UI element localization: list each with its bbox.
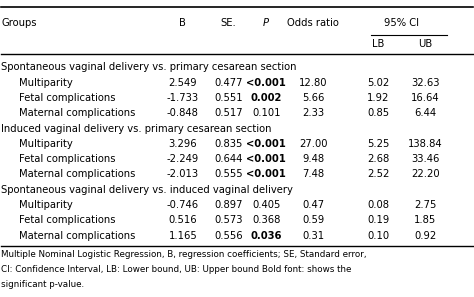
Text: 7.48: 7.48	[302, 170, 324, 179]
Text: Fetal complications: Fetal complications	[19, 154, 116, 164]
Text: Multiple Nominal Logistic Regression, B, regression coefficients; SE, Standard e: Multiple Nominal Logistic Regression, B,…	[1, 250, 367, 259]
Text: 2.68: 2.68	[367, 154, 390, 164]
Text: Multiparity: Multiparity	[19, 200, 73, 210]
Text: 0.59: 0.59	[302, 215, 325, 225]
Text: 0.551: 0.551	[214, 93, 243, 103]
Text: P: P	[263, 18, 269, 29]
Text: 9.48: 9.48	[302, 154, 324, 164]
Text: Fetal complications: Fetal complications	[19, 215, 116, 225]
Text: Groups: Groups	[1, 18, 37, 29]
Text: B: B	[179, 18, 186, 29]
Text: Spontaneous vaginal delivery vs. induced vaginal delivery: Spontaneous vaginal delivery vs. induced…	[1, 185, 293, 195]
Text: CI: Confidence Interval, LB: Lower bound, UB: Upper bound Bold font: shows the: CI: Confidence Interval, LB: Lower bound…	[1, 265, 352, 274]
Text: 0.10: 0.10	[367, 231, 390, 241]
Text: 0.31: 0.31	[302, 231, 324, 241]
Text: 95% CI: 95% CI	[384, 18, 419, 29]
Text: 5.02: 5.02	[367, 78, 390, 88]
Text: 33.46: 33.46	[411, 154, 440, 164]
Text: 12.80: 12.80	[299, 78, 328, 88]
Text: 0.556: 0.556	[214, 231, 243, 241]
Text: significant p-value.: significant p-value.	[1, 280, 84, 289]
Text: Maternal complications: Maternal complications	[19, 170, 136, 179]
Text: 0.47: 0.47	[302, 200, 324, 210]
Text: 0.516: 0.516	[168, 215, 197, 225]
Text: Maternal complications: Maternal complications	[19, 108, 136, 118]
Text: UB: UB	[419, 39, 433, 49]
Text: -1.733: -1.733	[167, 93, 199, 103]
Text: <0.001: <0.001	[246, 139, 286, 149]
Text: -0.848: -0.848	[167, 108, 199, 118]
Text: Maternal complications: Maternal complications	[19, 231, 136, 241]
Text: 0.573: 0.573	[214, 215, 243, 225]
Text: Odds ratio: Odds ratio	[287, 18, 339, 29]
Text: 5.66: 5.66	[302, 93, 325, 103]
Text: 22.20: 22.20	[411, 170, 440, 179]
Text: Multiparity: Multiparity	[19, 78, 73, 88]
Text: 0.405: 0.405	[252, 200, 281, 210]
Text: Spontaneous vaginal delivery vs. primary cesarean section: Spontaneous vaginal delivery vs. primary…	[1, 62, 297, 72]
Text: 32.63: 32.63	[411, 78, 440, 88]
Text: 0.002: 0.002	[251, 93, 282, 103]
Text: 2.52: 2.52	[367, 170, 390, 179]
Text: 0.835: 0.835	[214, 139, 243, 149]
Text: 27.00: 27.00	[299, 139, 328, 149]
Text: 0.08: 0.08	[367, 200, 389, 210]
Text: 0.897: 0.897	[214, 200, 243, 210]
Text: 2.33: 2.33	[302, 108, 324, 118]
Text: 0.517: 0.517	[214, 108, 243, 118]
Text: -2.013: -2.013	[167, 170, 199, 179]
Text: 0.19: 0.19	[367, 215, 390, 225]
Text: 0.92: 0.92	[414, 231, 437, 241]
Text: <0.001: <0.001	[246, 78, 286, 88]
Text: 16.64: 16.64	[411, 93, 440, 103]
Text: -2.249: -2.249	[167, 154, 199, 164]
Text: 0.477: 0.477	[214, 78, 243, 88]
Text: 1.92: 1.92	[367, 93, 390, 103]
Text: 2.75: 2.75	[414, 200, 437, 210]
Text: 0.85: 0.85	[367, 108, 390, 118]
Text: Induced vaginal delivery vs. primary cesarean section: Induced vaginal delivery vs. primary ces…	[1, 124, 272, 134]
Text: 0.555: 0.555	[214, 170, 243, 179]
Text: SE.: SE.	[220, 18, 237, 29]
Text: 0.644: 0.644	[214, 154, 243, 164]
Text: -0.746: -0.746	[167, 200, 199, 210]
Text: <0.001: <0.001	[246, 154, 286, 164]
Text: 5.25: 5.25	[367, 139, 390, 149]
Text: 1.165: 1.165	[168, 231, 197, 241]
Text: 0.036: 0.036	[250, 231, 282, 241]
Text: 138.84: 138.84	[408, 139, 443, 149]
Text: 0.101: 0.101	[252, 108, 281, 118]
Text: 3.296: 3.296	[168, 139, 197, 149]
Text: Fetal complications: Fetal complications	[19, 93, 116, 103]
Text: 0.368: 0.368	[252, 215, 281, 225]
Text: <0.001: <0.001	[246, 170, 286, 179]
Text: 1.85: 1.85	[414, 215, 437, 225]
Text: Multiparity: Multiparity	[19, 139, 73, 149]
Text: 6.44: 6.44	[414, 108, 437, 118]
Text: LB: LB	[372, 39, 384, 49]
Text: 2.549: 2.549	[168, 78, 197, 88]
